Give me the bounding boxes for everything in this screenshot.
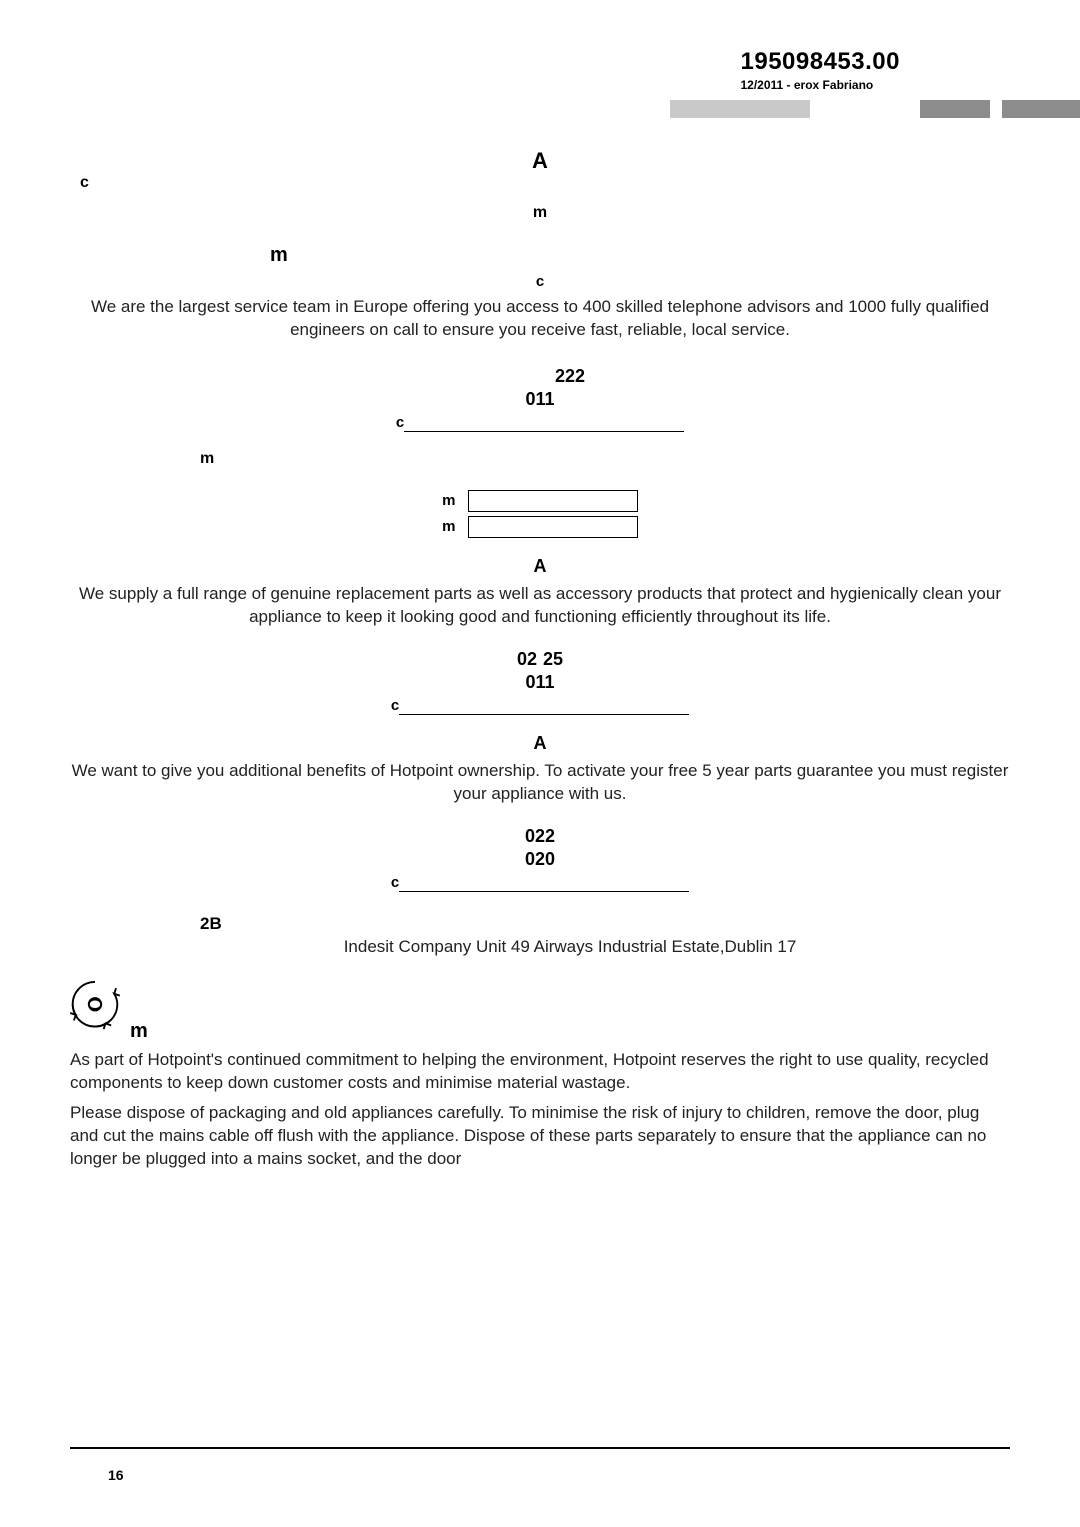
- uk-phone-fragment: 222: [555, 366, 585, 386]
- header-bar-segment: [810, 100, 920, 118]
- recycle-icon: [64, 977, 126, 1039]
- www-row-3: c: [70, 874, 1010, 892]
- document-code: 195098453.00: [741, 48, 901, 76]
- reg-roi-row: 020: [70, 849, 1010, 870]
- header-block: 195098453.00 12/2011 - erox Fabriano: [741, 48, 901, 92]
- roi-phone-row: 011: [70, 389, 1010, 410]
- parts-heading-glyph: A: [70, 556, 1010, 577]
- model-number-row: m: [70, 490, 1010, 512]
- note-row: m: [200, 450, 1010, 468]
- recycling-heading-glyph: m: [130, 1020, 148, 1043]
- header-bar-segment: [1002, 100, 1080, 118]
- footer-rule: [70, 1447, 1010, 1449]
- registration-body: We want to give you additional benefits …: [70, 760, 1010, 806]
- www-row-1: c: [70, 414, 1010, 432]
- repair-service-body: We are the largest service team in Europ…: [70, 296, 1010, 342]
- document-date: 12/2011 - erox Fabriano: [741, 78, 901, 92]
- recycling-body-2: Please dispose of packaging and old appl…: [70, 1102, 1010, 1171]
- header-bar-segment: [670, 100, 810, 118]
- glyph-row-4: m: [270, 244, 1010, 267]
- reg-heading-glyph: A: [70, 733, 1010, 754]
- serial-number-row: m: [70, 516, 1010, 538]
- page: 195098453.00 12/2011 - erox Fabriano A c…: [0, 0, 1080, 1527]
- ie-line: 2B: [200, 914, 1010, 934]
- glyph-row-3: m: [70, 204, 1010, 222]
- glyph-row-1: A: [70, 148, 1010, 174]
- recycling-heading-block: m: [70, 977, 1010, 1047]
- header-bar: [0, 100, 1080, 118]
- header-bar-segment: [0, 100, 670, 118]
- parts-body: We supply a full range of genuine replac…: [70, 583, 1010, 629]
- uk-phone-row: 222: [70, 366, 1010, 387]
- www-row-2: c: [70, 697, 1010, 715]
- recycling-body-1: As part of Hotpoint's continued commitme…: [70, 1049, 1010, 1095]
- parts-roi-row: 011: [70, 672, 1010, 693]
- glyph-row-5: c: [70, 273, 1010, 290]
- header-bar-segment: [990, 100, 1002, 118]
- serial-number-input[interactable]: [468, 516, 638, 538]
- content-area: A c m m c We are the largest service tea…: [70, 130, 1010, 1171]
- model-number-input[interactable]: [468, 490, 638, 512]
- reg-uk-row: 022: [70, 826, 1010, 847]
- glyph-row-2: c: [80, 174, 1010, 192]
- header-bar-segment: [920, 100, 990, 118]
- parts-uk-row: 0225: [70, 649, 1010, 670]
- ie-address: Indesit Company Unit 49 Airways Industri…: [130, 936, 1010, 959]
- page-number: 16: [108, 1467, 124, 1483]
